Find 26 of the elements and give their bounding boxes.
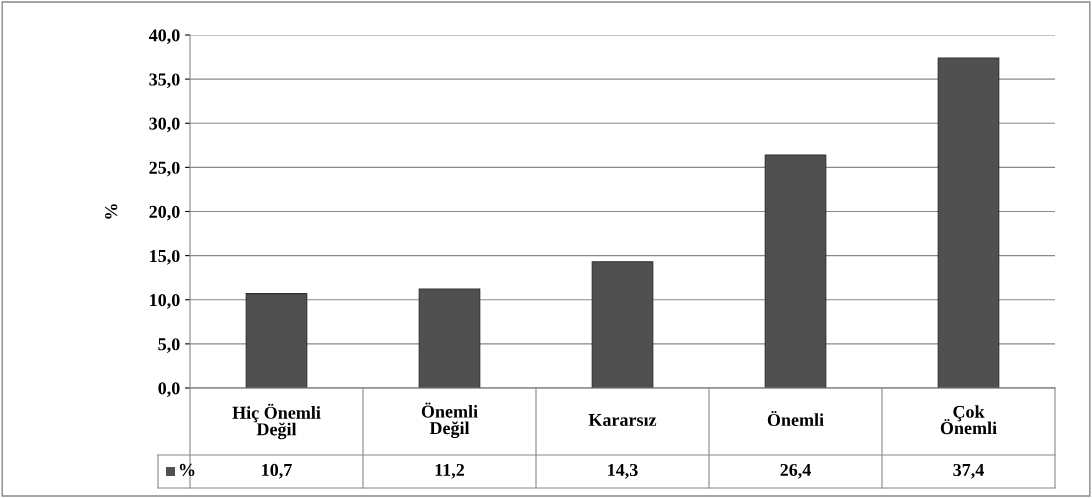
x-tick-label: Çok Önemli (940, 405, 997, 435)
y-tick-label: 5,0 (158, 338, 180, 353)
x-tick-label: Kararsız (588, 414, 657, 427)
y-tick-label: 0,0 (158, 382, 180, 398)
y-axis-title: % (105, 204, 118, 219)
data-label: 11,2 (435, 463, 465, 479)
x-tick-label: Önemli Değil (421, 402, 478, 439)
legend-label: % (179, 463, 195, 477)
data-label: 26,4 (780, 463, 811, 479)
bar (937, 57, 1000, 388)
y-tick-label: 25,0 (149, 161, 180, 177)
y-tick-label: 40,0 (148, 29, 180, 45)
data-label: 37,4 (953, 463, 984, 479)
data-label: 14,3 (608, 463, 638, 479)
bar (764, 154, 827, 388)
data-label: 10,7 (262, 463, 292, 479)
y-tick-label: 20,0 (149, 205, 180, 221)
bar (418, 288, 481, 388)
x-tick-label: Önemli (767, 410, 824, 427)
y-tick-label: 30,0 (149, 117, 180, 133)
bar (591, 261, 654, 388)
y-tick-label: 10,0 (150, 294, 180, 309)
bar (245, 293, 308, 388)
x-tick-label: Hiç Önemli Değil (232, 403, 321, 440)
y-tick-label: 35,0 (149, 73, 180, 89)
y-tick-label: 15,0 (150, 249, 180, 265)
